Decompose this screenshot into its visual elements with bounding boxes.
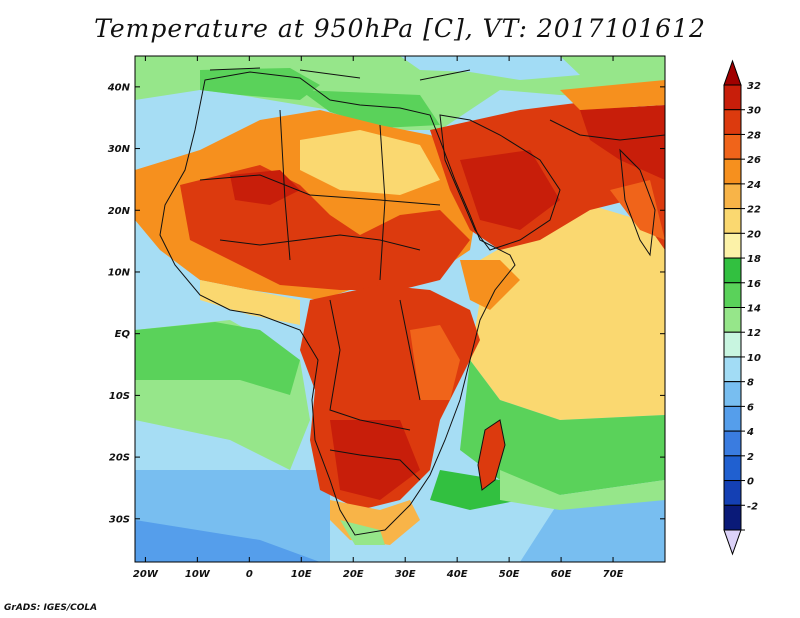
longitude-axis: 20W 10W 0 10E 20E 30E 40E 50E 60E 70E (133, 56, 624, 580)
lon-tick-label: 60E (551, 569, 572, 580)
colorbar-swatch (723, 158, 742, 185)
colorbar-label: 0 (747, 477, 754, 488)
lat-tick-label: 20N (108, 206, 131, 217)
lat-tick-label: EQ (115, 329, 131, 340)
colorbar-swatch (723, 480, 742, 506)
map-frame (134, 55, 666, 563)
lon-tick-label: 30E (395, 569, 416, 580)
colorbar-label: -2 (747, 501, 758, 512)
colorbar-label: 26 (747, 155, 761, 166)
lat-tick-label: 10N (108, 267, 131, 278)
colorbar-label: 30 (747, 106, 761, 117)
lat-tick-label: 20S (109, 453, 130, 464)
lon-tick-label: 70E (603, 569, 624, 580)
colorbar-swatch (723, 133, 742, 160)
colorbar-label: 12 (747, 328, 761, 339)
lat-tick-label: 10S (109, 391, 130, 402)
lon-tick-label: 10E (291, 569, 312, 580)
lat-tick-label: 30N (108, 144, 131, 155)
colorbar-label: 18 (747, 254, 761, 265)
colorbar-label: 4 (746, 427, 754, 438)
lon-tick-label: 50E (499, 569, 520, 580)
colorbar-label: 22 (747, 205, 761, 216)
lon-tick-label: 0 (246, 569, 253, 580)
colorbar-swatch (723, 183, 742, 210)
colorbar-label: 2 (747, 452, 754, 463)
colorbar-swatch (723, 331, 742, 358)
colorbar-swatch (723, 208, 742, 234)
colorbar-swatch (723, 232, 742, 259)
map-title: Temperature at 950hPa [C], VT: 201710161… (94, 14, 706, 43)
colorbar-label: 10 (747, 353, 761, 364)
colorbar-swatch (723, 109, 742, 135)
colorbar-top-arrow (723, 59, 742, 86)
colorbar-label: 28 (747, 130, 761, 141)
lon-tick-label: 10W (185, 569, 211, 580)
grads-credit: GrADS: IGES/COLA (4, 603, 98, 613)
colorbar-swatch (723, 282, 742, 308)
lon-tick-label: 20E (343, 569, 364, 580)
colorbar-label: 6 (747, 402, 754, 413)
colorbar-label: 14 (747, 304, 761, 315)
lon-tick-label: 20W (133, 569, 159, 580)
colorbar-swatch (723, 257, 742, 284)
temperature-field (135, 56, 665, 562)
colorbar-swatch (723, 381, 742, 407)
colorbar-swatch (723, 307, 742, 333)
colorbar-bottom-arrow (723, 529, 742, 556)
colorbar-swatch (723, 504, 742, 531)
coastlines (159, 67, 665, 536)
colorbar-label: 24 (747, 180, 761, 191)
lat-tick-label: 40N (107, 82, 131, 93)
colorbar-label: 8 (747, 378, 754, 389)
lon-tick-label: 40E (446, 569, 468, 580)
colorbar-label: 16 (747, 279, 761, 290)
latitude-axis: 40N 30N 20N 10N EQ 10S 20S 30S (107, 82, 665, 525)
colorbar-swatch (723, 405, 742, 432)
colorbar-swatch (723, 430, 742, 457)
colorbar-swatch (723, 455, 742, 482)
colorbar-label: 20 (747, 229, 761, 240)
colorbar-swatch (723, 356, 742, 383)
colorbar-label: 32 (747, 81, 761, 92)
lat-tick-label: 30S (109, 514, 130, 525)
colorbar-swatch (723, 84, 742, 111)
